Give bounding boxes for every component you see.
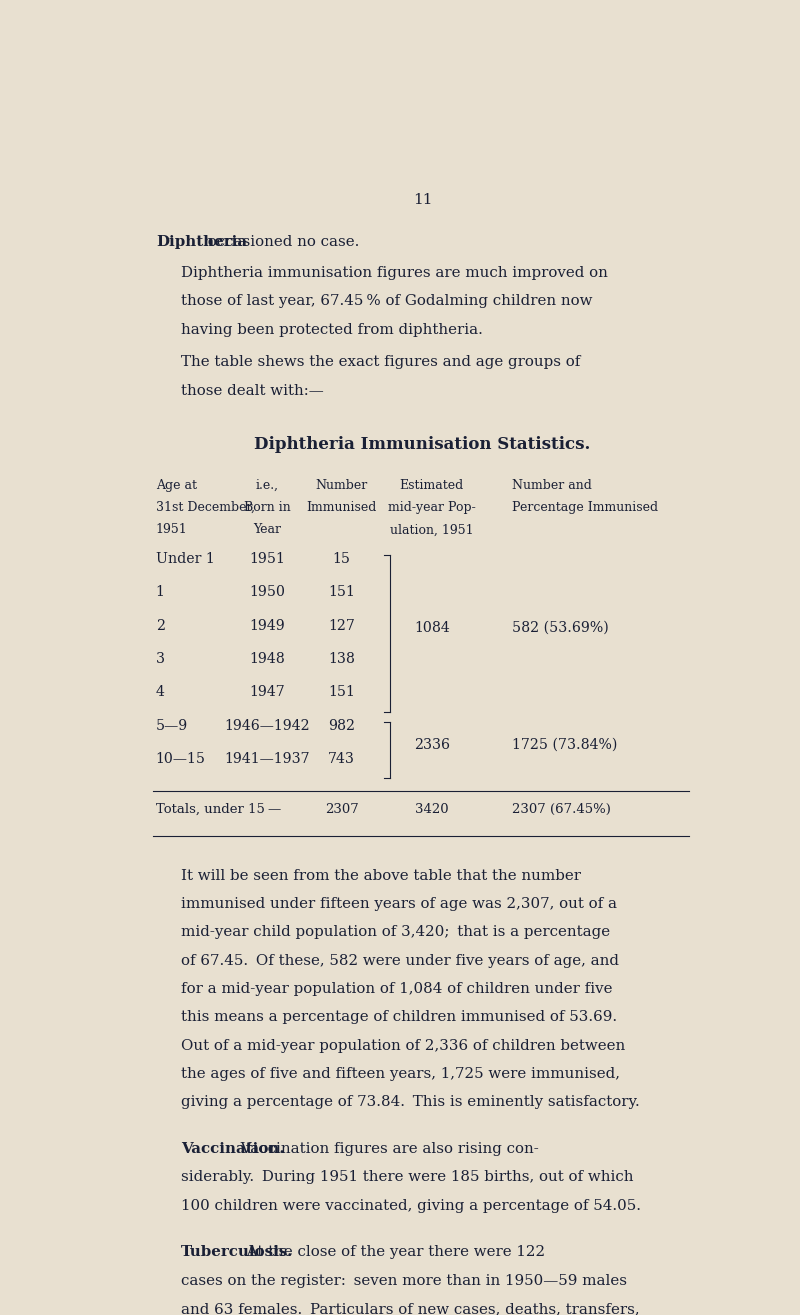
Text: siderably.  During 1951 there were 185 births, out of which: siderably. During 1951 there were 185 bi… bbox=[181, 1170, 633, 1185]
Text: 10—15: 10—15 bbox=[156, 752, 206, 767]
Text: 1941—1937: 1941—1937 bbox=[225, 752, 310, 767]
Text: mid-year child population of 3,420;  that is a percentage: mid-year child population of 3,420; that… bbox=[181, 926, 610, 939]
Text: ulation, 1951: ulation, 1951 bbox=[390, 523, 474, 537]
Text: Number and: Number and bbox=[512, 479, 592, 492]
Text: this means a percentage of children immunised of 53.69.: this means a percentage of children immu… bbox=[181, 1010, 617, 1024]
Text: having been protected from diphtheria.: having been protected from diphtheria. bbox=[181, 323, 482, 337]
Text: 100 children were vaccinated, giving a percentage of 54.05.: 100 children were vaccinated, giving a p… bbox=[181, 1199, 641, 1212]
Text: 3420: 3420 bbox=[415, 802, 449, 815]
Text: Out of a mid-year population of 2,336 of children between: Out of a mid-year population of 2,336 of… bbox=[181, 1039, 625, 1053]
Text: Vaccination figures are also rising con-: Vaccination figures are also rising con- bbox=[237, 1141, 539, 1156]
Text: cases on the register:  seven more than in 1950—59 males: cases on the register: seven more than i… bbox=[181, 1274, 626, 1287]
Text: Diphtheria: Diphtheria bbox=[156, 235, 247, 249]
Text: 1946—1942: 1946—1942 bbox=[225, 719, 310, 732]
Text: Percentage Immunised: Percentage Immunised bbox=[512, 501, 658, 514]
Text: 582 (53.69%): 582 (53.69%) bbox=[512, 621, 609, 635]
Text: Vaccination.: Vaccination. bbox=[181, 1141, 284, 1156]
Text: 4: 4 bbox=[156, 685, 165, 700]
Text: 3: 3 bbox=[156, 652, 165, 665]
Text: for a mid-year population of 1,084 of children under five: for a mid-year population of 1,084 of ch… bbox=[181, 982, 612, 995]
Text: 151: 151 bbox=[328, 685, 355, 700]
Text: giving a percentage of 73.84.  This is eminently satisfactory.: giving a percentage of 73.84. This is em… bbox=[181, 1095, 639, 1110]
Text: 15: 15 bbox=[333, 552, 350, 565]
Text: of 67.45.  Of these, 582 were under five years of age, and: of 67.45. Of these, 582 were under five … bbox=[181, 953, 618, 968]
Text: 2307: 2307 bbox=[325, 802, 358, 815]
Text: Diphtheria immunisation figures are much improved on: Diphtheria immunisation figures are much… bbox=[181, 266, 607, 280]
Text: 1947: 1947 bbox=[250, 685, 286, 700]
Text: 1084: 1084 bbox=[414, 621, 450, 635]
Text: Totals, under 15: Totals, under 15 bbox=[156, 802, 265, 815]
Text: 1: 1 bbox=[156, 585, 165, 600]
Text: Born in: Born in bbox=[244, 501, 290, 514]
Text: i.e.,: i.e., bbox=[256, 479, 279, 492]
Text: and 63 females.  Particulars of new cases, deaths, transfers,: and 63 females. Particulars of new cases… bbox=[181, 1302, 639, 1315]
Text: 5—9: 5—9 bbox=[156, 719, 188, 732]
Text: occasioned no case.: occasioned no case. bbox=[203, 235, 359, 249]
Text: 11: 11 bbox=[413, 193, 432, 208]
Text: 2307 (67.45%): 2307 (67.45%) bbox=[512, 802, 611, 815]
Text: those of last year, 67.45 % of Godalming children now: those of last year, 67.45 % of Godalming… bbox=[181, 295, 592, 309]
Text: Tuberculosis.: Tuberculosis. bbox=[181, 1245, 293, 1260]
Text: Year: Year bbox=[254, 523, 282, 537]
Text: Estimated: Estimated bbox=[399, 479, 464, 492]
Text: 2: 2 bbox=[156, 618, 165, 633]
Text: 138: 138 bbox=[328, 652, 355, 665]
Text: Number: Number bbox=[316, 479, 368, 492]
Text: Age at: Age at bbox=[156, 479, 197, 492]
Text: 982: 982 bbox=[328, 719, 355, 732]
Text: 1951: 1951 bbox=[156, 523, 187, 537]
Text: those dealt with:—: those dealt with:— bbox=[181, 384, 323, 397]
Text: 1725 (73.84%): 1725 (73.84%) bbox=[512, 738, 618, 752]
Text: 31st December,: 31st December, bbox=[156, 501, 254, 514]
Text: 1949: 1949 bbox=[250, 618, 286, 633]
Text: The table shews the exact figures and age groups of: The table shews the exact figures and ag… bbox=[181, 355, 580, 370]
Text: 1948: 1948 bbox=[250, 652, 286, 665]
Text: Diphtheria Immunisation Statistics.: Diphtheria Immunisation Statistics. bbox=[254, 437, 590, 454]
Text: At the close of the year there were 122: At the close of the year there were 122 bbox=[242, 1245, 545, 1260]
Text: 1950: 1950 bbox=[250, 585, 286, 600]
Text: 1951: 1951 bbox=[250, 552, 286, 565]
Text: Under 1: Under 1 bbox=[156, 552, 214, 565]
Text: 127: 127 bbox=[328, 618, 355, 633]
Text: 151: 151 bbox=[328, 585, 355, 600]
Text: —: — bbox=[267, 802, 280, 815]
Text: immunised under fifteen years of age was 2,307, out of a: immunised under fifteen years of age was… bbox=[181, 897, 617, 911]
Text: 743: 743 bbox=[328, 752, 355, 767]
Text: 2336: 2336 bbox=[414, 738, 450, 752]
Text: Immunised: Immunised bbox=[306, 501, 377, 514]
Text: the ages of five and fifteen years, 1,725 were immunised,: the ages of five and fifteen years, 1,72… bbox=[181, 1066, 620, 1081]
Text: It will be seen from the above table that the number: It will be seen from the above table tha… bbox=[181, 869, 581, 882]
Text: mid-year Pop-: mid-year Pop- bbox=[388, 501, 475, 514]
